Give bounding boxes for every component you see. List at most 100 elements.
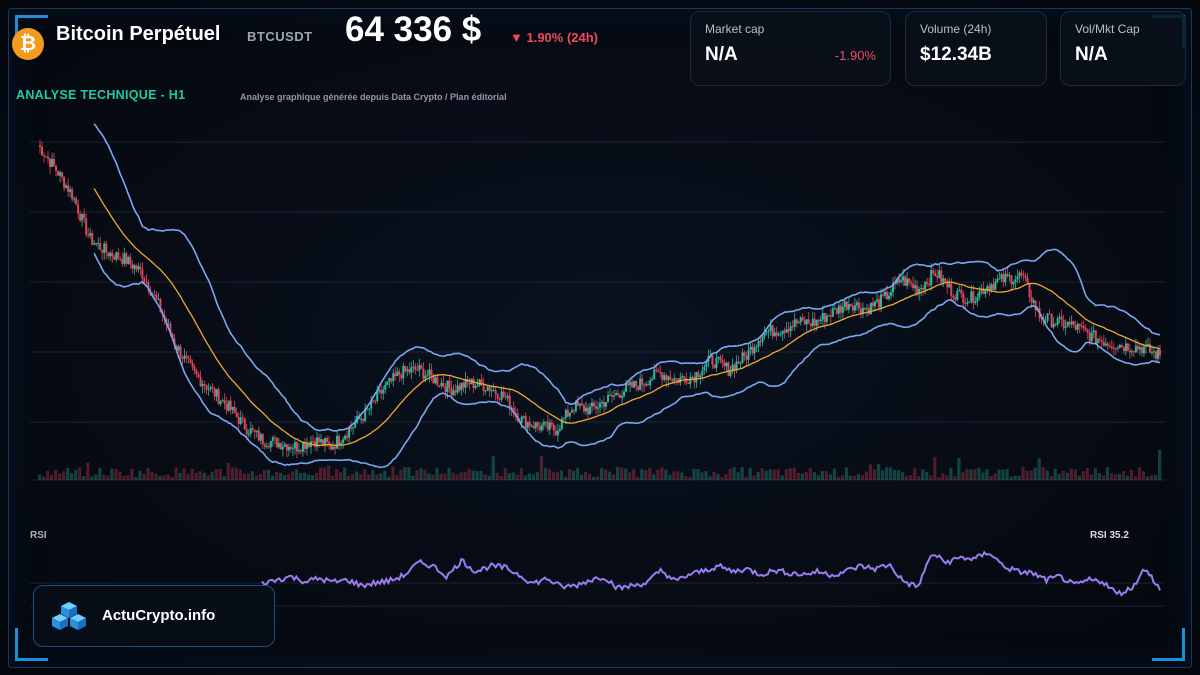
candle-body (476, 385, 479, 387)
candle-body (964, 303, 967, 305)
candle-body (1092, 330, 1095, 333)
candle-body (892, 282, 895, 293)
volume-bar (788, 467, 792, 480)
volume-bar (298, 472, 303, 480)
volume-bar (391, 466, 395, 480)
candle-body (187, 357, 190, 360)
candle-body (1060, 316, 1063, 321)
volume-bar (319, 467, 323, 480)
candle-body (789, 326, 792, 332)
candle-body (199, 377, 202, 387)
candle-body (928, 283, 931, 286)
volume-bar (435, 468, 439, 480)
candle-body (227, 400, 230, 411)
candle-body (398, 371, 401, 375)
volume-bar (491, 456, 495, 480)
candle-body (815, 319, 818, 326)
candle-body (685, 378, 688, 384)
volume-bar (138, 470, 142, 480)
candle-body (434, 377, 437, 384)
candle-body (785, 329, 788, 333)
volume-bar (547, 469, 552, 480)
volume-bar (636, 476, 640, 480)
volume-bar (290, 471, 295, 480)
candle-body (777, 334, 780, 336)
candle-body (960, 289, 963, 294)
candle-body (514, 413, 517, 415)
volume-bar (1101, 475, 1106, 480)
candle-body (661, 372, 664, 380)
candle-body (93, 243, 96, 245)
volume-bar (736, 472, 740, 480)
candle-body (1152, 351, 1155, 353)
candle-body (107, 252, 110, 257)
candle-body (920, 287, 923, 289)
volume-bar (250, 471, 254, 480)
candle-body (841, 306, 844, 313)
candle-body (952, 295, 955, 298)
volume-bar (70, 473, 74, 480)
candle-body (127, 256, 130, 264)
asset-name: Bitcoin Perpétuel (56, 23, 221, 45)
volume-bar (1033, 467, 1037, 480)
candle-body (613, 395, 616, 397)
candle-body (1028, 283, 1031, 298)
volume-bar (335, 469, 339, 480)
volume-bar (885, 467, 889, 480)
volume-bar (242, 473, 246, 480)
volume-bar (262, 469, 267, 480)
candle-body (113, 256, 116, 260)
candle-body (1124, 343, 1127, 351)
candle-body (247, 433, 250, 435)
volume-bar (608, 471, 612, 480)
candle-body (992, 284, 995, 290)
volume-bar (282, 475, 287, 480)
candle-body (1120, 345, 1123, 348)
volume-bar (876, 464, 881, 480)
candle-body (1100, 340, 1103, 342)
candle-body (1034, 300, 1037, 311)
volume-bar (664, 469, 668, 480)
volume-bar (800, 473, 804, 480)
candle-body (982, 288, 985, 294)
candle-body (978, 291, 981, 298)
volume-bar (567, 469, 572, 480)
candle-body (324, 438, 327, 446)
brand-badge[interactable]: ActuCrypto.info (33, 585, 275, 647)
candle-body (627, 383, 630, 385)
candle-body (855, 302, 858, 306)
candle-body (460, 382, 463, 391)
volume-bar (579, 474, 584, 480)
volume-bar (102, 474, 106, 480)
candle-body (67, 185, 70, 192)
volume-bar (407, 467, 411, 480)
candle-body (338, 435, 341, 445)
volume-bar (724, 474, 728, 480)
candle-body (880, 294, 883, 308)
candle-body (219, 401, 222, 404)
volume-bar (82, 476, 86, 480)
candle-body (560, 418, 563, 430)
candle-body (189, 359, 192, 363)
candle-body (984, 290, 987, 294)
candle-body (313, 441, 316, 447)
volume-bar (1021, 467, 1025, 480)
candle-body (75, 198, 78, 205)
volume-bar (1125, 475, 1130, 480)
candle-body (1116, 347, 1119, 349)
candle-body (890, 292, 893, 296)
volume-bar (479, 470, 483, 480)
volume-bar (897, 470, 901, 480)
volume-bar (314, 472, 319, 480)
candle-body (695, 372, 698, 383)
blocks-logo-icon (52, 602, 86, 630)
volume-bar (427, 473, 431, 480)
candle-body (301, 442, 304, 452)
candle-body (663, 375, 666, 380)
candle-body (378, 389, 381, 392)
volume-bar (872, 469, 877, 480)
volume-bar (768, 469, 772, 480)
candle-body (611, 394, 614, 397)
volume-bar (359, 474, 363, 480)
candle-body (562, 417, 565, 419)
